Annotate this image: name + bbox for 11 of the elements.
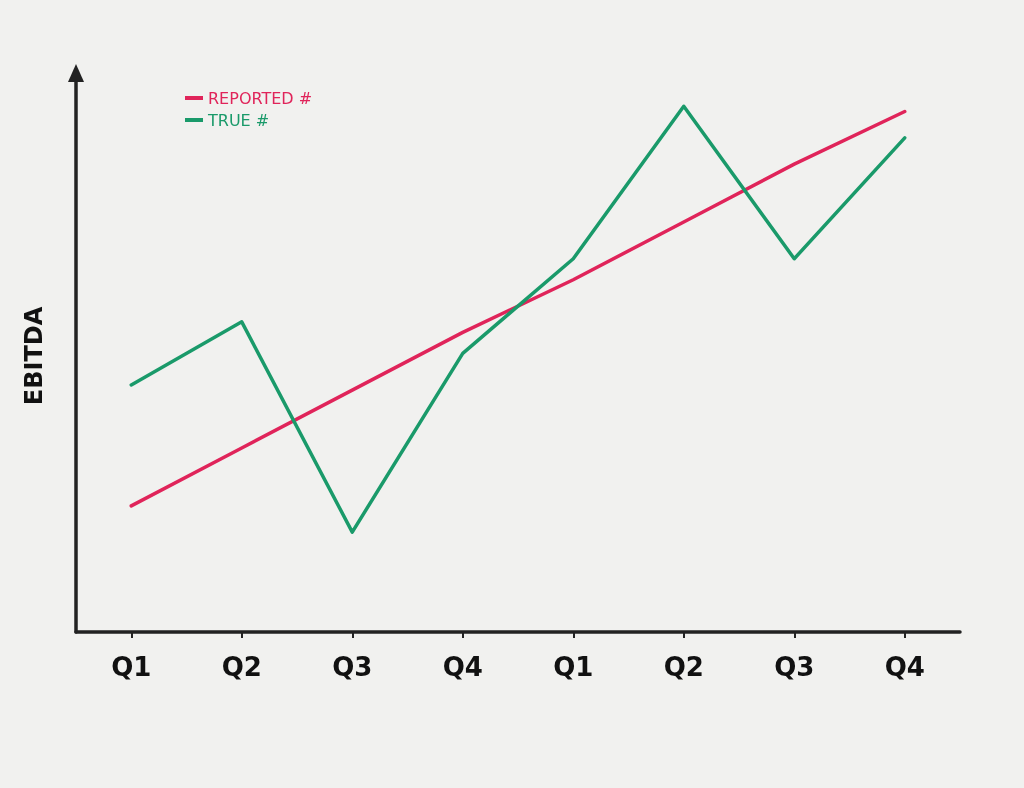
x-tick-label: Q4 — [442, 652, 483, 682]
legend-label: TRUE # — [207, 110, 270, 130]
x-tick-label: Q1 — [111, 652, 152, 682]
x-tick-label: Q3 — [332, 652, 373, 682]
legend-label: REPORTED # — [208, 88, 313, 108]
x-tick-label: Q2 — [663, 652, 704, 682]
y-axis-title: EBITDA — [20, 306, 48, 406]
x-tick-label: Q1 — [553, 652, 594, 682]
x-tick-label: Q3 — [774, 652, 815, 682]
x-tick-label: Q4 — [884, 652, 925, 682]
x-tick-label: Q2 — [221, 652, 262, 682]
